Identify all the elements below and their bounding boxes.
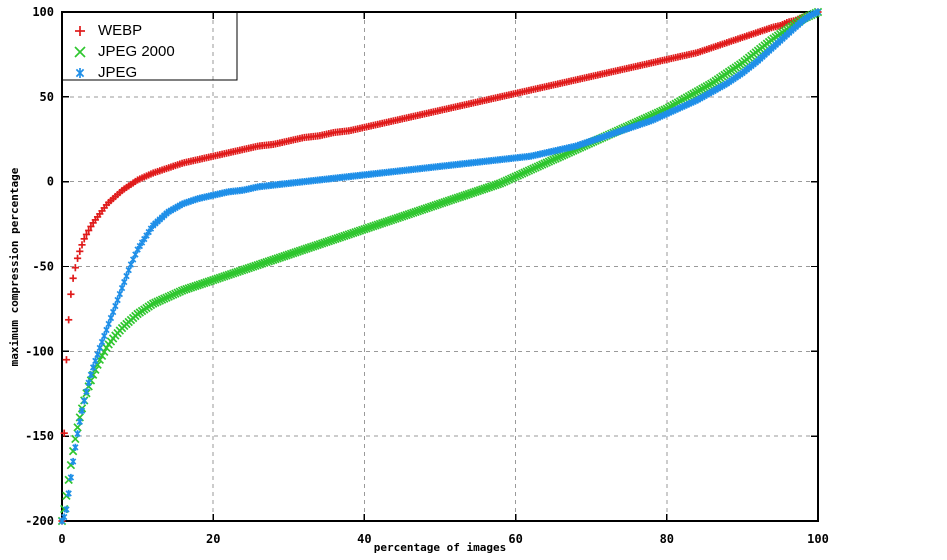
legend-entry-jpeg[interactable]: JPEG [75,64,137,81]
x-axis-title: percentage of images [374,541,506,554]
x-tick-label: 60 [508,532,522,546]
chart-legend: WEBP JPEG 2000 JPEG [61,11,238,81]
legend-border [61,11,238,81]
gridlines [62,12,818,521]
legend-entry-webp[interactable]: WEBP [75,22,142,39]
legend-entry-jpeg-2000[interactable]: JPEG 2000 [74,43,175,60]
y-tick-label: -100 [25,344,54,358]
y-axis-title: maximum compression percentage [8,167,21,366]
x-tick-label: 20 [206,532,220,546]
y-tick-label: 50 [40,90,54,104]
x-tick-label: 100 [807,532,829,546]
x-tick-label: 80 [660,532,674,546]
legend-label: JPEG [98,64,137,81]
y-tick-label: 100 [32,5,54,19]
y-axis-tick-labels: -200 -150 -100 -50 0 50 100 [25,5,54,528]
series-jpeg [58,8,822,525]
legend-label: WEBP [98,22,142,39]
x-axis-tick-labels: 0 20 40 60 80 100 [58,532,828,546]
y-tick-label: 0 [47,175,54,189]
series-webp [58,8,822,525]
y-tick-label: -150 [25,429,54,443]
legend-label: JPEG 2000 [98,43,175,60]
x-tick-label: 0 [58,532,65,546]
y-tick-label: -50 [32,260,54,274]
data-series [57,7,823,526]
y-tick-label: -200 [25,514,54,528]
x-tick-label: 40 [357,532,371,546]
